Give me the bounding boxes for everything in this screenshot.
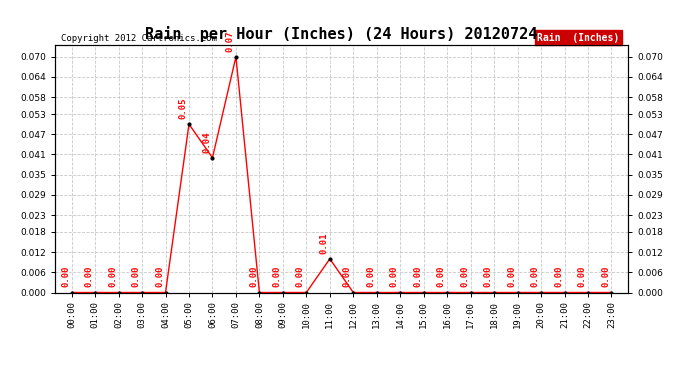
Text: 0.00: 0.00	[531, 266, 540, 288]
Text: 0.01: 0.01	[319, 232, 328, 254]
Text: 0.00: 0.00	[554, 266, 563, 288]
Text: 0.00: 0.00	[460, 266, 469, 288]
Text: 0.00: 0.00	[366, 266, 375, 288]
Text: 0.00: 0.00	[61, 266, 70, 288]
Title: Rain  per Hour (Inches) (24 Hours) 20120724: Rain per Hour (Inches) (24 Hours) 201207…	[146, 27, 538, 42]
Text: 0.00: 0.00	[343, 266, 352, 288]
Text: 0.00: 0.00	[249, 266, 258, 288]
Text: 0.07: 0.07	[226, 30, 235, 52]
Text: 0.04: 0.04	[202, 131, 211, 153]
Text: 0.00: 0.00	[484, 266, 493, 288]
Text: 0.00: 0.00	[296, 266, 305, 288]
Text: 0.05: 0.05	[179, 98, 188, 119]
Text: 0.00: 0.00	[390, 266, 399, 288]
Text: 0.00: 0.00	[155, 266, 164, 288]
Text: 0.00: 0.00	[601, 266, 610, 288]
Text: 0.00: 0.00	[437, 266, 446, 288]
Text: 0.00: 0.00	[507, 266, 516, 288]
Text: 0.00: 0.00	[578, 266, 586, 288]
Text: Rain  (Inches): Rain (Inches)	[537, 33, 620, 42]
Text: 0.00: 0.00	[108, 266, 117, 288]
Text: 0.00: 0.00	[132, 266, 141, 288]
Text: 0.00: 0.00	[273, 266, 282, 288]
Text: 0.00: 0.00	[413, 266, 422, 288]
Text: 0.00: 0.00	[85, 266, 94, 288]
Text: Copyright 2012 Cartronics.com: Copyright 2012 Cartronics.com	[61, 33, 217, 42]
